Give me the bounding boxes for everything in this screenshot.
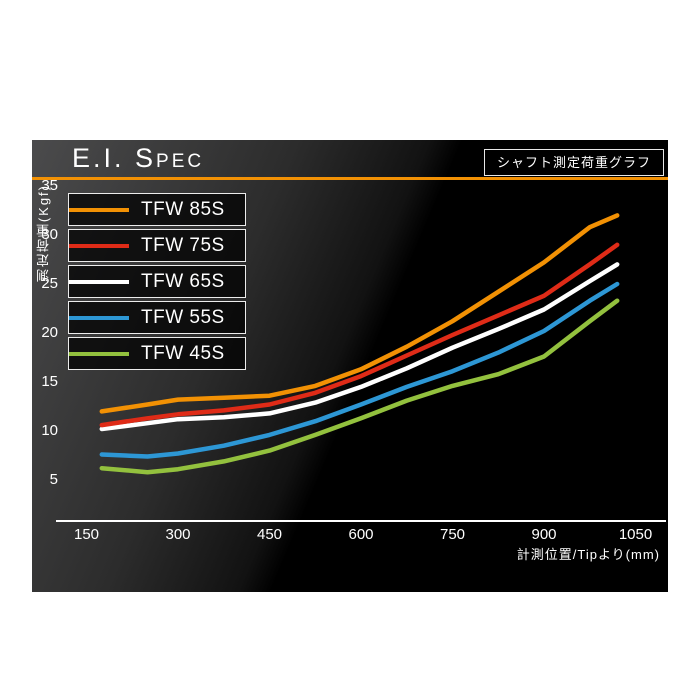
y-tick-label: 10: [41, 422, 58, 439]
x-tick-label: 1050: [618, 526, 653, 543]
series-line: [99, 298, 620, 475]
legend-label: TFW 45S: [141, 342, 225, 364]
legend-item: TFW 45S: [68, 337, 246, 370]
series-line: [99, 213, 620, 414]
legend-swatch: [69, 207, 129, 212]
y-tick-label: 30: [41, 226, 58, 243]
y-tick-label: 5: [49, 471, 58, 488]
y-tick-label: 25: [41, 275, 58, 292]
legend-swatch: [69, 279, 129, 284]
chart-panel: E.I. Spec シャフト測定荷重グラフ 測定荷重(Kgf) TFW 85S T…: [32, 140, 668, 592]
legend-label: TFW 75S: [141, 234, 225, 256]
x-tick-label: 750: [439, 526, 466, 543]
legend-swatch: [69, 351, 129, 356]
y-tick-label: 15: [41, 373, 58, 390]
series-line: [99, 242, 620, 428]
legend-swatch: [69, 243, 129, 248]
legend-swatch: [69, 315, 129, 320]
chart-title: E.I. Spec: [72, 143, 205, 173]
x-tick-label: 150: [73, 526, 100, 543]
accent-rule: [32, 177, 668, 180]
x-axis-title: 計測位置/Tipより(mm): [516, 547, 660, 562]
series-line: [99, 262, 620, 432]
legend-item: TFW 55S: [68, 301, 246, 334]
legend-label: TFW 85S: [141, 198, 225, 220]
chart-subtitle-badge: シャフト測定荷重グラフ: [483, 149, 664, 176]
legend-label: TFW 65S: [141, 270, 225, 292]
legend-item: TFW 75S: [68, 229, 246, 262]
x-tick-label: 300: [165, 526, 191, 543]
x-tick-label: 600: [348, 526, 374, 543]
legend-label: TFW 55S: [141, 306, 225, 328]
x-axis-line: [56, 520, 666, 522]
x-tick-label: 450: [256, 526, 283, 543]
legend-item: TFW 65S: [68, 265, 246, 298]
y-tick-label: 35: [41, 177, 58, 194]
x-tick-label: 900: [531, 526, 557, 543]
legend-item: TFW 85S: [68, 193, 246, 226]
series-line: [99, 281, 620, 459]
legend: TFW 85S TFW 75S TFW 65S TFW 55S TFW 45S: [68, 193, 246, 373]
y-tick-label: 20: [41, 324, 58, 341]
plot-svg: [99, 213, 620, 475]
